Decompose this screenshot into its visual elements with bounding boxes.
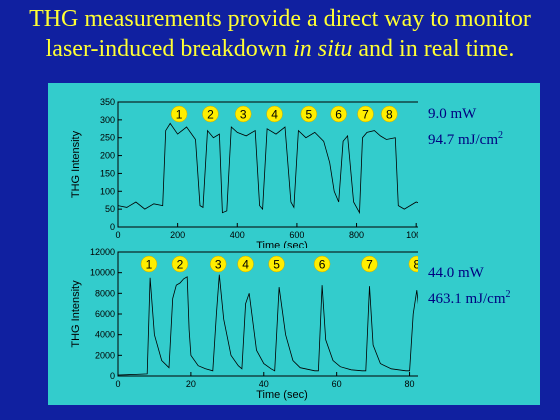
chart1-marker-circle-3: [209, 255, 227, 273]
chart0-marker-circle-6: [330, 105, 347, 123]
chart0-series-line-0: [117, 122, 418, 215]
chart1-marker-circle-4: [237, 255, 254, 273]
chart0-x-tick-label: 0: [115, 230, 120, 240]
title-line-2-end: and in real time.: [352, 36, 515, 62]
chart1-x-tick-label: 20: [186, 379, 196, 389]
chart0-y-tick-label: 200: [100, 151, 115, 161]
chart1-y-tick-label: 12000: [90, 247, 115, 257]
chart0-y-tick-label: 300: [100, 115, 115, 125]
chart0-x-tick-label: 200: [170, 230, 185, 240]
chart0-marker-circle-2: [202, 105, 219, 123]
chart0-x-tick-label: 1000: [406, 230, 418, 240]
chart1-marker-circle-6: [313, 255, 331, 273]
chart0-y-tick-label: 250: [100, 133, 115, 143]
chart1-x-tick-label: 0: [115, 379, 120, 389]
chart0-marker-circle-8: [381, 105, 398, 123]
title-line-2-start: laser-induced breakdown: [45, 36, 294, 62]
chart0-x-tick-label: 400: [230, 230, 245, 240]
chart1-y-tick-label: 6000: [95, 309, 115, 319]
chart0-marker-label-1: 1: [176, 108, 183, 122]
chart1-marker-label-1: 1: [146, 258, 153, 272]
chart1-y-tick-label: 4000: [95, 330, 115, 340]
chart0-y-axis-label: THG Intensity: [70, 130, 82, 198]
annotation-top: 9.0 mW 94.7 mJ/cm2: [428, 104, 503, 151]
chart1-x-tick-label: 40: [259, 379, 269, 389]
chart0-marker-label-2: 2: [207, 108, 214, 122]
chart0-marker-circle-3: [234, 105, 252, 123]
chart0-x-axis-label: Time (sec): [256, 240, 308, 248]
chart0-marker-circle-4: [266, 105, 283, 123]
chart0-y-tick-label: 150: [100, 168, 115, 178]
annotation-bottom-power: 44.0 mW: [428, 265, 484, 281]
chart1-marker-label-3: 3: [215, 258, 222, 272]
chart1-x-axis-label: Time (sec): [256, 389, 308, 401]
chart0-marker-label-5: 5: [305, 108, 312, 122]
chart0-marker-circle-1: [170, 105, 188, 123]
chart1-y-tick-label: 8000: [95, 288, 115, 298]
chart1-marker-label-6: 6: [319, 258, 326, 272]
chart1-y-tick-label: 10000: [90, 268, 115, 278]
annotation-bottom-fluence: 463.1 mJ/cm2: [428, 284, 511, 310]
chart1-x-tick-label: 60: [332, 379, 342, 389]
title-line-2: laser-induced breakdown in situ and in r…: [0, 34, 560, 64]
chart-bottom: 0 20 40 60 80 0 2000 4000 6000 8000 10000 12000 Time…: [70, 247, 418, 401]
annotation-top-fluence-text: 94.7 mJ/cm: [428, 132, 498, 148]
slide-title: THG measurements provide a direct way to…: [0, 4, 560, 64]
annotation-bottom-fluence-text: 463.1 mJ/cm: [428, 291, 506, 307]
chart1-y-tick-label: 2000: [95, 350, 115, 360]
chart0-y-tick-label: 0: [110, 222, 115, 232]
annotation-top-fluence-exponent: 2: [498, 130, 503, 141]
chart1-marker-label-7: 7: [366, 258, 373, 272]
chart0-y-tick-label: 100: [100, 186, 115, 196]
chart1-y-axis-label: THG Intensity: [70, 280, 82, 348]
chart1-marker-label-4: 4: [242, 258, 249, 272]
chart0-marker-label-8: 8: [386, 108, 393, 122]
chart1-marker-circle-7: [361, 255, 378, 273]
chart0-marker-label-6: 6: [335, 108, 342, 122]
chart0-plot-frame: [117, 101, 418, 228]
chart0-marker-label-4: 4: [271, 108, 278, 122]
chart0-marker-label-7: 7: [362, 108, 369, 122]
chart1-marker-circle-8: [408, 255, 418, 273]
chart1-marker-label-8: 8: [414, 258, 418, 272]
title-line-1: THG measurements provide a direct way to…: [29, 6, 531, 32]
chart0-x-tick-label: 800: [349, 230, 364, 240]
annotation-top-fluence: 94.7 mJ/cm2: [428, 125, 503, 151]
chart0-x-tick-label: 600: [289, 230, 304, 240]
chart1-marker-label-5: 5: [273, 258, 280, 272]
chart0-marker-circle-5: [300, 105, 318, 123]
chart1-series-line-0: [117, 274, 418, 376]
chart1-x-tick-label: 80: [405, 379, 415, 389]
chart1-marker-label-2: 2: [177, 258, 184, 272]
annotation-top-power: 9.0 mW: [428, 106, 477, 122]
chart-panel: [48, 83, 540, 405]
chart0-marker-label-3: 3: [240, 108, 247, 122]
annotation-bottom: 44.0 mW 463.1 mJ/cm2: [428, 263, 511, 310]
chart-top: 0 200 400 600 800 1000 0 50 100 150 200 250 300 350 Ti…: [70, 97, 418, 248]
chart1-marker-circle-2: [171, 255, 189, 273]
annotation-bottom-fluence-exponent: 2: [505, 289, 511, 300]
chart1-y-tick-label: 0: [110, 371, 115, 381]
chart0-y-tick-label: 50: [105, 204, 115, 214]
title-line-2-italic: in situ: [293, 36, 353, 62]
chart0-marker-circle-7: [357, 105, 374, 123]
chart1-marker-circle-1: [140, 255, 158, 273]
chart0-y-tick-label: 350: [100, 97, 115, 107]
chart1-marker-circle-5: [268, 255, 285, 273]
